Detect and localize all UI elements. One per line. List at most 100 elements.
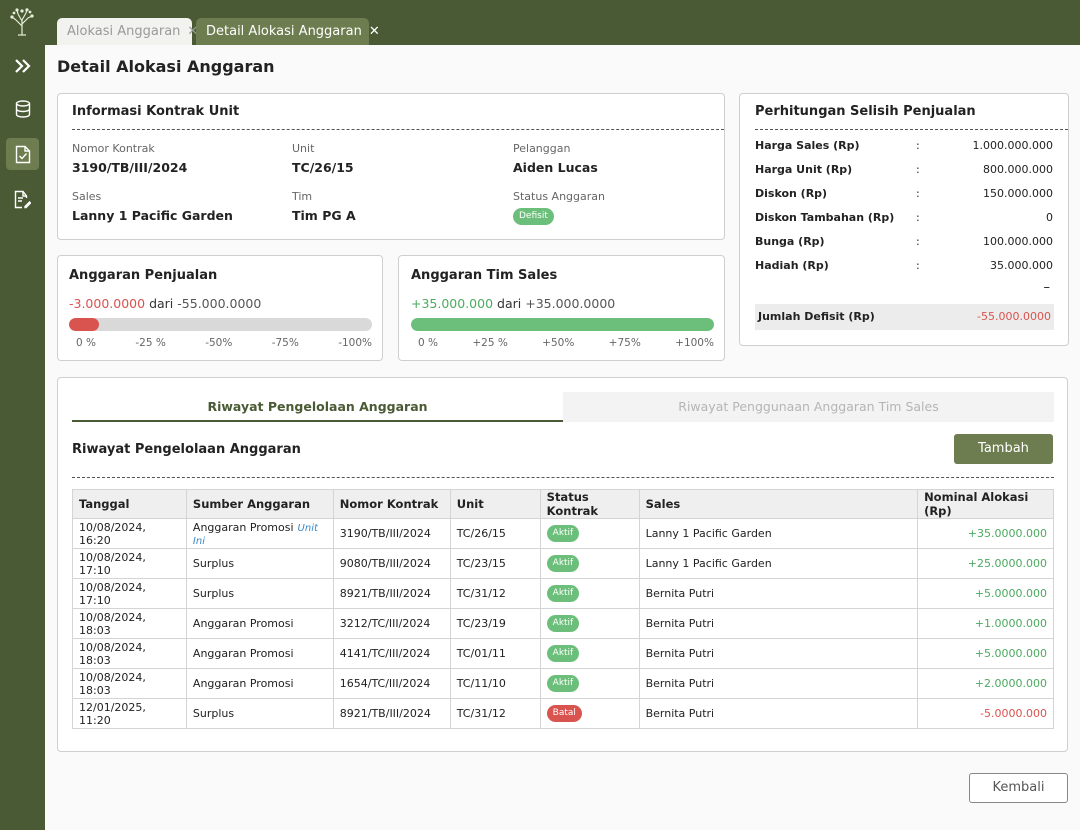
nominal-cell: +1.0000.000 xyxy=(917,608,1054,639)
sales-cell: Bernita Putri xyxy=(638,668,919,699)
tick-label: +100% xyxy=(675,337,714,349)
status-badge: Aktif xyxy=(546,615,580,632)
anggaran-value: +35.000.000 xyxy=(411,296,494,311)
unit-cell: TC/26/15 xyxy=(449,518,541,549)
card-title: Informasi Kontrak Unit xyxy=(72,104,240,119)
kontrak-cell: 9080/TB/III/2024 xyxy=(332,548,451,579)
sidebar-item-database[interactable] xyxy=(6,93,39,125)
kontrak-cell: 3190/TB/III/2024 xyxy=(332,518,451,549)
nominal-cell: +25.0000.000 xyxy=(917,548,1054,579)
tab-detail-alokasi-anggaran[interactable]: Detail Alokasi Anggaran ✕ xyxy=(196,18,380,45)
tick-label: +25 % xyxy=(472,337,508,349)
kontrak-cell: 3212/TC/III/2024 xyxy=(332,608,451,639)
tick-label: +75% xyxy=(608,337,641,349)
divider xyxy=(72,129,724,130)
sumber-cell: Anggaran Promosi xyxy=(185,638,334,669)
calc-label: Harga Sales (Rp) xyxy=(755,139,860,152)
nominal-cell: -5.0000.000 xyxy=(917,698,1054,729)
status-cell: Aktif xyxy=(539,608,640,639)
nominal-cell: +35.0000.000 xyxy=(917,518,1054,549)
column-header[interactable]: Status Kontrak xyxy=(539,489,640,519)
tambah-button[interactable]: Tambah xyxy=(954,434,1053,464)
sidebar-item-laporan[interactable] xyxy=(6,183,39,215)
table-row[interactable]: 10/08/2024, 17:10 Surplus 9080/TB/III/2024… xyxy=(72,548,1054,579)
database-icon xyxy=(15,100,30,118)
tab-label: Alokasi Anggaran xyxy=(67,24,181,39)
calc-value: 150.000.000 xyxy=(983,187,1053,200)
column-header[interactable]: Tanggal xyxy=(72,489,187,519)
calc-row: Hadiah (Rp): 35.000.000 xyxy=(755,259,1053,275)
perhitungan-card: Perhitungan Selisih Penjualan Harga Sale… xyxy=(739,93,1069,346)
anggaran-summary: +35.000.000 dari +35.000.0000 xyxy=(411,296,615,311)
tick-label: 0 % xyxy=(418,337,438,349)
calc-row: Diskon Tambahan (Rp): 0 xyxy=(755,211,1053,227)
tab-alokasi-anggaran[interactable]: Alokasi Anggaran ✕ xyxy=(57,18,198,45)
divider xyxy=(755,129,1068,130)
kontrak-cell: 1654/TC/III/2024 xyxy=(332,668,451,699)
calc-separator: : xyxy=(916,139,920,152)
pelanggan-label: Pelanggan xyxy=(513,142,571,155)
sidebar-expand[interactable] xyxy=(6,50,39,82)
card-title: Anggaran Penjualan xyxy=(69,268,218,283)
sidebar-item-alokasi[interactable] xyxy=(6,138,39,170)
status-cell: Aktif xyxy=(539,638,640,669)
status-badge: Aktif xyxy=(546,645,580,662)
status-cell: Aktif xyxy=(539,578,640,609)
tanggal-cell: 10/08/2024, 18:03 xyxy=(72,608,187,639)
column-header[interactable]: Unit xyxy=(449,489,541,519)
page-title: Detail Alokasi Anggaran xyxy=(57,57,275,76)
sumber-text: Anggaran Promosi xyxy=(192,647,294,660)
tick-label: -100% xyxy=(338,337,372,349)
tanggal-cell: 10/08/2024, 16:20 xyxy=(72,518,187,549)
tick-label: 0 % xyxy=(76,337,96,349)
status-badge: Batal xyxy=(546,705,582,722)
table-row[interactable]: 10/08/2024, 16:20 Anggaran Promosi Unit In… xyxy=(72,518,1054,549)
status-badge: Aktif xyxy=(546,675,580,692)
table-row[interactable]: 10/08/2024, 18:03 Anggaran Promosi 3212/TC… xyxy=(72,608,1054,639)
nomor-kontrak-label: Nomor Kontrak xyxy=(72,142,155,155)
status-anggaran-label: Status Anggaran xyxy=(513,190,605,203)
anggaran-total: -55.000.0000 xyxy=(177,296,262,311)
unit-cell: TC/31/12 xyxy=(449,698,541,729)
column-header[interactable]: Nominal Alokasi (Rp) xyxy=(917,489,1054,519)
sumber-text: Anggaran Promosi xyxy=(192,520,294,534)
unit-cell: TC/31/12 xyxy=(449,578,541,609)
calc-row: Harga Sales (Rp): 1.000.000.000 xyxy=(755,139,1053,155)
sumber-cell: Surplus xyxy=(185,548,334,579)
close-icon[interactable]: ✕ xyxy=(368,24,380,39)
anggaran-penjualan-card: Anggaran Penjualan -3.000.0000 dari -55.… xyxy=(57,255,383,361)
table-row[interactable]: 10/08/2024, 18:03 Anggaran Promosi 1654/TC… xyxy=(72,668,1054,699)
anggaran-total: +35.000.0000 xyxy=(525,296,616,311)
column-header[interactable]: Nomor Kontrak xyxy=(332,489,451,519)
chevrons-right-icon xyxy=(14,59,31,73)
kembali-button[interactable]: Kembali xyxy=(969,773,1068,803)
column-header[interactable]: Sales xyxy=(638,489,919,519)
tim-label: Tim xyxy=(292,190,313,203)
calc-separator: : xyxy=(916,163,920,176)
tab-riwayat-penggunaan[interactable]: Riwayat Penggunaan Anggaran Tim Sales xyxy=(678,399,939,414)
status-cell: Aktif xyxy=(539,668,640,699)
calc-row: Diskon (Rp): 150.000.000 xyxy=(755,187,1053,203)
close-icon[interactable]: ✕ xyxy=(187,24,199,39)
dari-text: dari xyxy=(149,296,174,311)
kontrak-cell: 8921/TB/III/2024 xyxy=(332,698,451,729)
progress-fill xyxy=(411,318,714,331)
riwayat-card: Riwayat Pengelolaan Anggaran Riwayat Pen… xyxy=(57,377,1068,752)
calc-label: Diskon Tambahan (Rp) xyxy=(755,211,895,224)
nominal-cell: +5.0000.000 xyxy=(917,638,1054,669)
table-row[interactable]: 10/08/2024, 17:10 Surplus 8921/TB/III/2024… xyxy=(72,578,1054,609)
table-row[interactable]: 12/01/2025, 11:20 Surplus 8921/TB/III/2024… xyxy=(72,698,1054,729)
calc-value: 100.000.000 xyxy=(983,235,1053,248)
unit-label: Unit xyxy=(292,142,315,155)
kontrak-card: Informasi Kontrak Unit Nomor Kontrak 319… xyxy=(57,93,725,240)
sumber-text: Surplus xyxy=(192,557,235,570)
anggaran-summary: -3.000.0000 dari -55.000.0000 xyxy=(69,296,261,311)
tab-riwayat-pengelolaan[interactable]: Riwayat Pengelolaan Anggaran xyxy=(72,392,563,422)
status-cell: Aktif xyxy=(539,548,640,579)
riwayat-table: Tanggal Sumber Anggaran Nomor Kontrak Un… xyxy=(72,489,1054,729)
column-header[interactable]: Sumber Anggaran xyxy=(185,489,334,519)
tanggal-cell: 10/08/2024, 18:03 xyxy=(72,668,187,699)
calc-row: Bunga (Rp): 100.000.000 xyxy=(755,235,1053,251)
table-row[interactable]: 10/08/2024, 18:03 Anggaran Promosi 4141/TC… xyxy=(72,638,1054,669)
tanggal-cell: 12/01/2025, 11:20 xyxy=(72,698,187,729)
